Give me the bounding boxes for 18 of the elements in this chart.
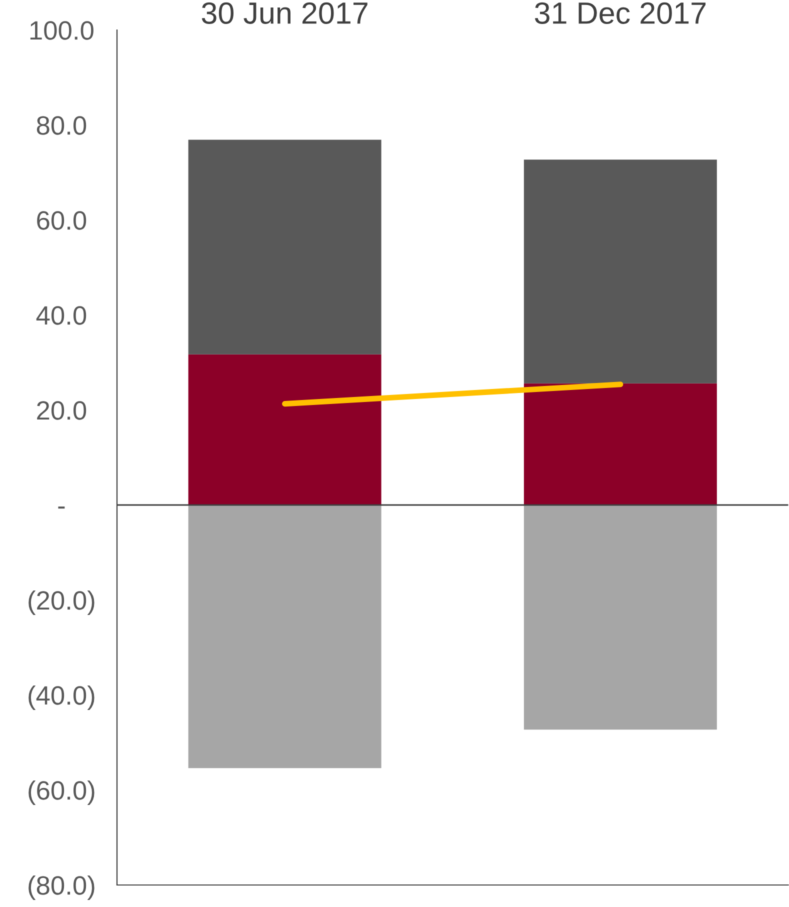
y-tick-label: - [58,506,65,509]
x-tick-label: 30 Jun 2017 [202,2,368,24]
y-tick-label: 40.0 [36,306,86,325]
y-tick-label: 80.0 [36,116,86,135]
bar [188,354,382,505]
x-tick-label: 31 Dec 2017 [534,2,706,24]
bar [188,505,382,768]
y-tick-label: 60.0 [37,211,86,230]
y-tick-label: (40.0) [28,685,94,710]
bar [524,160,717,384]
bar [524,383,717,505]
y-tick-label: (20.0) [28,590,94,616]
y-tick-label: 100.0 [30,21,94,40]
y-tick-label: (60.0) [28,780,94,806]
bar [524,505,717,730]
bar [188,140,382,354]
y-tick-label: (80.0) [28,875,94,900]
y-tick-label: 20.0 [37,401,86,420]
